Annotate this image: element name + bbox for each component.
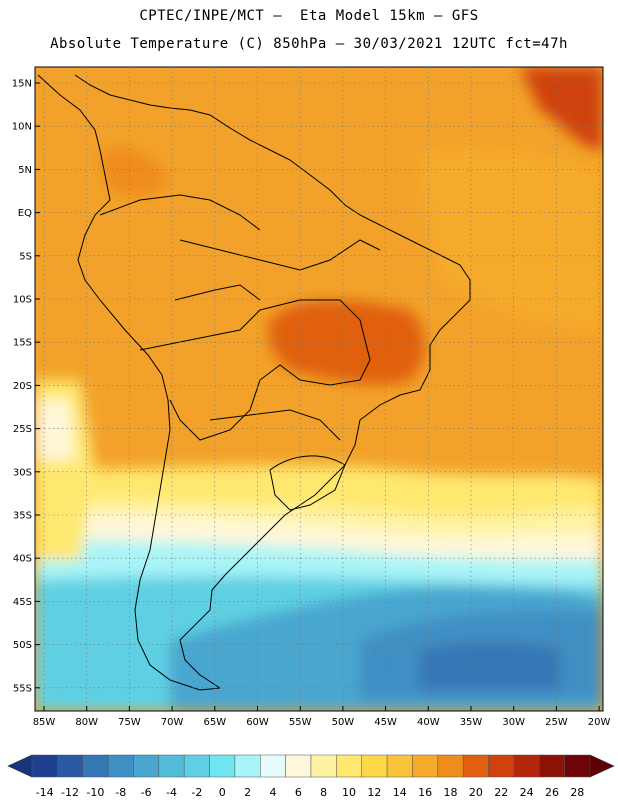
colorbar-swatch: [234, 754, 261, 778]
colorbar-swatch: [260, 754, 286, 778]
colorbar-label: 8: [320, 786, 327, 799]
latitude-labels: 15N 10N 5N EQ 5S 10S 15S 20S 25S 30S 35S 40S 45S 50S 5…: [12, 79, 32, 695]
colorbar-swatch: [57, 754, 83, 778]
colorbar-label: 26: [545, 786, 559, 799]
lon-tick-label: 80W: [75, 717, 98, 728]
colorbar-swatch: [437, 754, 464, 778]
lon-tick-label: 30W: [502, 717, 525, 728]
lat-tick-label: 5S: [19, 251, 32, 262]
lat-tick-label: 35S: [13, 511, 32, 522]
lon-tick-label: 65W: [203, 717, 226, 728]
colorbar-label: 6: [295, 786, 302, 799]
chart-title-line1: CPTEC/INPE/MCT – Eta Model 15km – GFS: [139, 8, 479, 24]
colorbar-label: -8: [115, 786, 126, 799]
colorbar-swatch: [386, 754, 413, 778]
colorbar-label: 2: [244, 786, 251, 799]
colorbar-arrow-right: [589, 754, 615, 778]
colorbar-swatch: [209, 754, 236, 778]
colorbar-swatch: [31, 754, 58, 778]
gridlines: [35, 67, 603, 711]
colorbar-swatch: [412, 754, 439, 778]
lon-tick-label: 20W: [588, 717, 611, 728]
lon-tick-label: 55W: [289, 717, 312, 728]
colorbar-label: 20: [469, 786, 483, 799]
lon-tick-label: 40W: [417, 717, 440, 728]
colorbar-arrow-left: [7, 754, 33, 778]
lat-tick-label: 30S: [13, 467, 32, 478]
lon-tick-label: 35W: [460, 717, 483, 728]
colorbar-swatch: [488, 754, 515, 778]
colorbar-label: -12: [61, 786, 79, 799]
lon-tick-label: 85W: [33, 717, 56, 728]
lat-tick-label: 10N: [12, 122, 32, 133]
colorbar-label: 10: [342, 786, 356, 799]
colorbar-swatch: [285, 754, 312, 778]
lat-tick-label: 20S: [13, 381, 32, 392]
lon-tick-label: 50W: [332, 717, 355, 728]
colorbar-swatch: [513, 754, 540, 778]
lat-tick-label: 15N: [12, 79, 32, 90]
lat-tick-label: 25S: [13, 424, 32, 435]
colorbar-swatch: [183, 754, 210, 778]
colorbar-label: 22: [494, 786, 508, 799]
colorbar-swatch: [336, 754, 362, 778]
lat-tick-label: 45S: [13, 597, 32, 608]
colorbar-swatch: [107, 754, 134, 778]
colorbar-swatch: [361, 754, 388, 778]
colorbar-label: 12: [367, 786, 381, 799]
coastlines: [37, 74, 471, 691]
colorbar-swatch: [539, 754, 565, 778]
colorbar-label: 16: [418, 786, 432, 799]
temperature-field: [35, 67, 603, 711]
colorbar-label: -2: [191, 786, 202, 799]
lat-tick-label: EQ: [18, 208, 32, 219]
colorbar-swatch: [82, 754, 109, 778]
lat-tick-label: 15S: [13, 338, 32, 349]
colorbar-swatch: [564, 754, 591, 778]
lon-tick-label: 75W: [118, 717, 141, 728]
colorbar-label: 4: [269, 786, 276, 799]
colorbar-labels: -14 -12 -10 -8 -6 -4 -2 0 2 4 6 8 10 12 14 16 18 20 22 24 26…: [36, 786, 585, 799]
chart-title-line2: Absolute Temperature (C) 850hPa – 30/03/…: [50, 36, 568, 52]
lon-tick-label: 45W: [374, 717, 397, 728]
colorbar-label: -14: [36, 786, 54, 799]
colorbar-label: 0: [219, 786, 226, 799]
colorbar-label: 24: [520, 786, 534, 799]
colorbar-swatch: [133, 754, 160, 778]
lat-tick-label: 50S: [13, 640, 32, 651]
colorbar-label: -4: [166, 786, 177, 799]
colorbar-swatch: [462, 754, 489, 778]
lat-tick-label: 10S: [13, 295, 32, 306]
longitude-labels: 85W 80W 75W 70W 65W 60W 55W 50W 45W 40W 35W 30W 25W 2…: [33, 717, 611, 728]
colorbar-label: -10: [86, 786, 104, 799]
colorbar: [7, 754, 615, 778]
lon-tick-label: 70W: [161, 717, 184, 728]
colorbar-label: 14: [393, 786, 407, 799]
map-frame: [34, 66, 604, 712]
lat-tick-label: 5N: [18, 165, 32, 176]
lat-tick-label: 40S: [13, 554, 32, 565]
lat-tick-label: 55S: [13, 683, 32, 694]
lon-tick-label: 60W: [246, 717, 269, 728]
colorbar-label: 28: [570, 786, 584, 799]
lon-tick-label: 25W: [545, 717, 568, 728]
colorbar-swatch: [310, 754, 337, 778]
colorbar-label: -6: [141, 786, 152, 799]
colorbar-label: 18: [444, 786, 458, 799]
colorbar-swatch: [158, 754, 185, 778]
